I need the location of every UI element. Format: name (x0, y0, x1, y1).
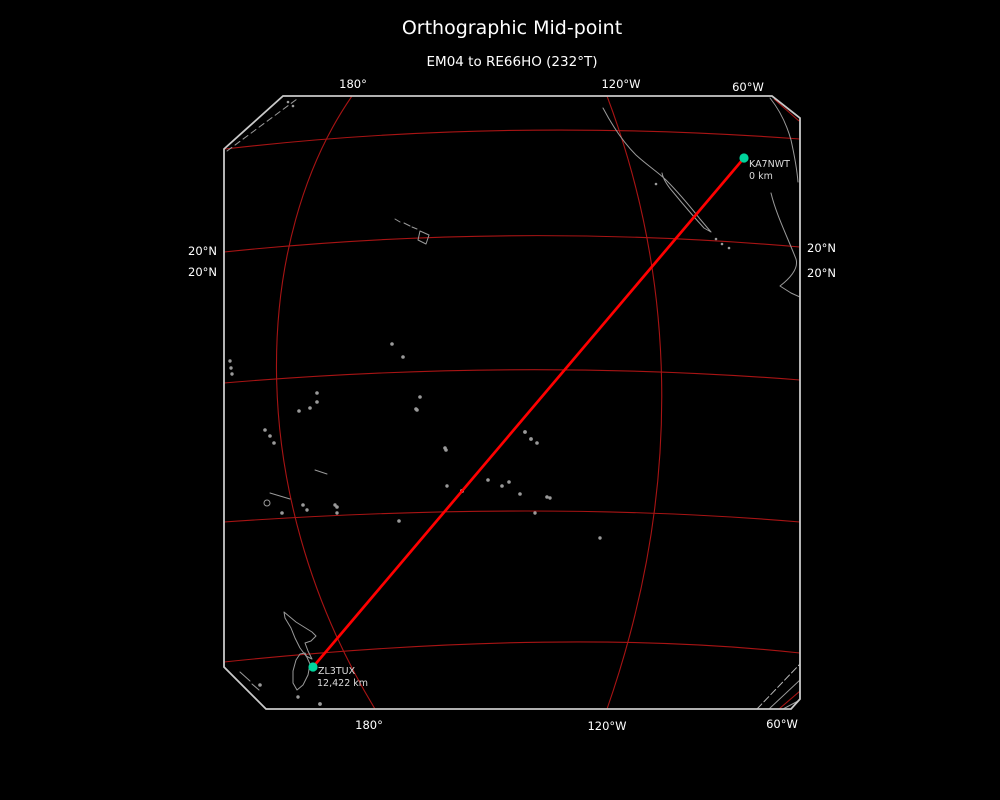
coastline-hawaii (394, 218, 401, 223)
station-callsign-label: ZL3TUX (318, 666, 356, 677)
coastline-fragment (251, 683, 260, 691)
coastline-new-caledonia (269, 492, 291, 500)
island-dot (714, 237, 718, 241)
tick-bottom-120w: 120°W (587, 719, 626, 733)
coastline-chile-inner (768, 679, 800, 709)
coastline-chile (756, 663, 800, 709)
station-distance-label: 12,422 km (317, 678, 368, 689)
coastline-mexico (770, 192, 800, 298)
island-dot (720, 242, 724, 246)
island-dot (727, 246, 731, 250)
map-frame (223, 95, 801, 710)
island-dot (654, 182, 658, 186)
station-marker-ka7nwt (739, 153, 749, 163)
great-circle-path (311, 157, 746, 668)
tick-top-180: 180° (339, 77, 367, 91)
tick-top-120w: 120°W (601, 77, 640, 91)
coastline-hawaii (411, 226, 418, 230)
parallel-line (224, 235, 800, 253)
atoll-ring (263, 499, 271, 507)
coastline-nz-north-island (283, 611, 317, 660)
island-dot (291, 104, 295, 108)
coastline-vanuatu (314, 469, 328, 475)
station-marker-zl3tux (308, 662, 318, 672)
pacific-island-dots (228, 342, 602, 706)
coastline-sonora (769, 97, 799, 183)
parallel-line (224, 641, 800, 663)
meridian-line-60w (778, 690, 800, 709)
station-callsign-label: KA7NWT (749, 159, 790, 170)
coastline-fragment (239, 671, 251, 682)
meridian-line-120w (606, 96, 663, 709)
coastline-hawaii-big-island (417, 230, 430, 245)
tick-bottom-60w: 60°W (766, 717, 798, 731)
parallel-line (224, 510, 800, 523)
tick-right-20n-a: 20°N (807, 241, 836, 255)
meridian-line-60w (773, 98, 800, 122)
tick-right-20n-b: 20°N (807, 266, 836, 280)
tick-top-60w: 60°W (732, 80, 764, 94)
station-distance-label: 0 km (749, 171, 773, 182)
figure-title: Orthographic Mid-point (402, 17, 622, 39)
coastline-north-america (602, 107, 712, 233)
tick-left-20n-b: 20°N (188, 265, 217, 279)
island-dot (286, 100, 290, 104)
meridian-line-180 (275, 96, 376, 709)
figure-subtitle: EM04 to RE66HO (232°T) (427, 54, 598, 70)
coastline-aleutians (226, 98, 298, 152)
coastline-nz-south-island (292, 652, 311, 691)
graticule-lines (224, 96, 800, 709)
coastlines (226, 97, 800, 709)
parallel-line (224, 129, 800, 150)
coastline-hawaii (403, 222, 411, 227)
tick-left-20n-a: 20°N (188, 244, 217, 258)
parallel-line (224, 369, 800, 384)
tick-bottom-180: 180° (355, 718, 383, 732)
